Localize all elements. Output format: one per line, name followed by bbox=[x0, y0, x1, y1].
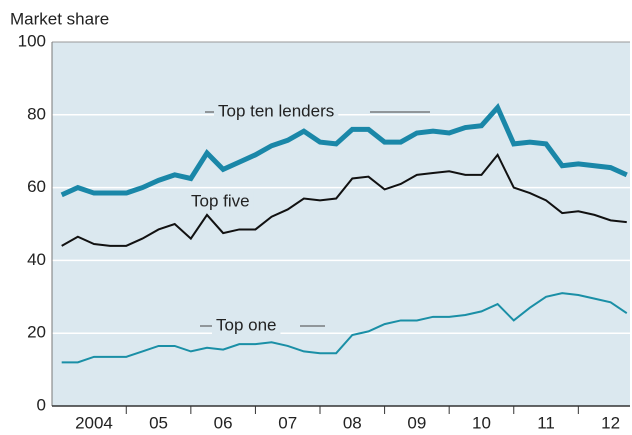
series-line bbox=[61, 152, 627, 247]
series-label: Top ten lenders bbox=[218, 101, 334, 120]
series-line bbox=[61, 292, 628, 364]
label-bg bbox=[187, 191, 254, 213]
x-tick-label: 07 bbox=[278, 413, 297, 432]
series-label: Top five bbox=[191, 191, 250, 210]
label-bg bbox=[212, 315, 281, 337]
label-bg bbox=[214, 101, 339, 123]
x-tick-label: 05 bbox=[149, 413, 168, 432]
y-tick-label: 0 bbox=[37, 395, 46, 414]
y-tick-label: 100 bbox=[18, 31, 46, 50]
y-tick-label: 80 bbox=[27, 104, 46, 123]
x-tick-label: 06 bbox=[214, 413, 233, 432]
x-tick-label: 11 bbox=[537, 413, 555, 432]
series-label: Top one bbox=[216, 315, 277, 334]
x-tick-label: 09 bbox=[407, 413, 426, 432]
y-tick-label: 60 bbox=[27, 177, 46, 196]
y-tick-label: 20 bbox=[27, 323, 46, 342]
x-tick-label: 08 bbox=[343, 413, 362, 432]
series-line bbox=[60, 102, 628, 198]
x-tick-label: 2004 bbox=[75, 413, 113, 432]
x-tick-label: 12 bbox=[601, 413, 620, 432]
x-tick-label: 10 bbox=[472, 413, 491, 432]
y-axis-title: Market share bbox=[10, 9, 109, 28]
plot-background bbox=[52, 42, 630, 406]
y-tick-label: 40 bbox=[27, 250, 46, 269]
